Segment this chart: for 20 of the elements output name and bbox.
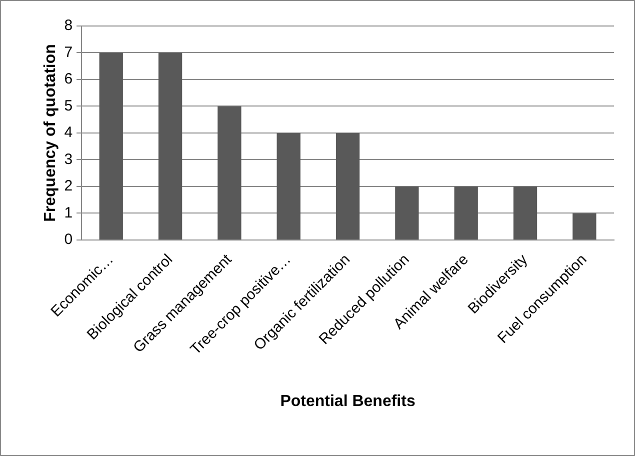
bar bbox=[454, 186, 478, 240]
bar bbox=[276, 132, 300, 240]
bar bbox=[218, 106, 242, 240]
y-tick-label: 2 bbox=[64, 178, 73, 195]
bar bbox=[395, 186, 419, 240]
bar bbox=[572, 213, 596, 240]
y-tick-label: 5 bbox=[64, 97, 73, 114]
y-tick-label: 6 bbox=[64, 70, 73, 88]
y-tick-label: 4 bbox=[64, 124, 73, 142]
bar bbox=[158, 52, 182, 240]
y-tick-label: 8 bbox=[64, 17, 73, 34]
bar bbox=[513, 186, 538, 240]
y-tick-label: 7 bbox=[64, 44, 73, 61]
bar bbox=[99, 52, 123, 240]
bar bbox=[336, 132, 360, 240]
y-tick-label: 1 bbox=[64, 204, 73, 222]
x-axis-title: Potential Benefits bbox=[280, 392, 416, 410]
y-tick-label: 3 bbox=[64, 150, 73, 168]
y-axis-title: Frequency of quotation bbox=[42, 44, 60, 222]
y-tick-label: 0 bbox=[64, 231, 73, 248]
